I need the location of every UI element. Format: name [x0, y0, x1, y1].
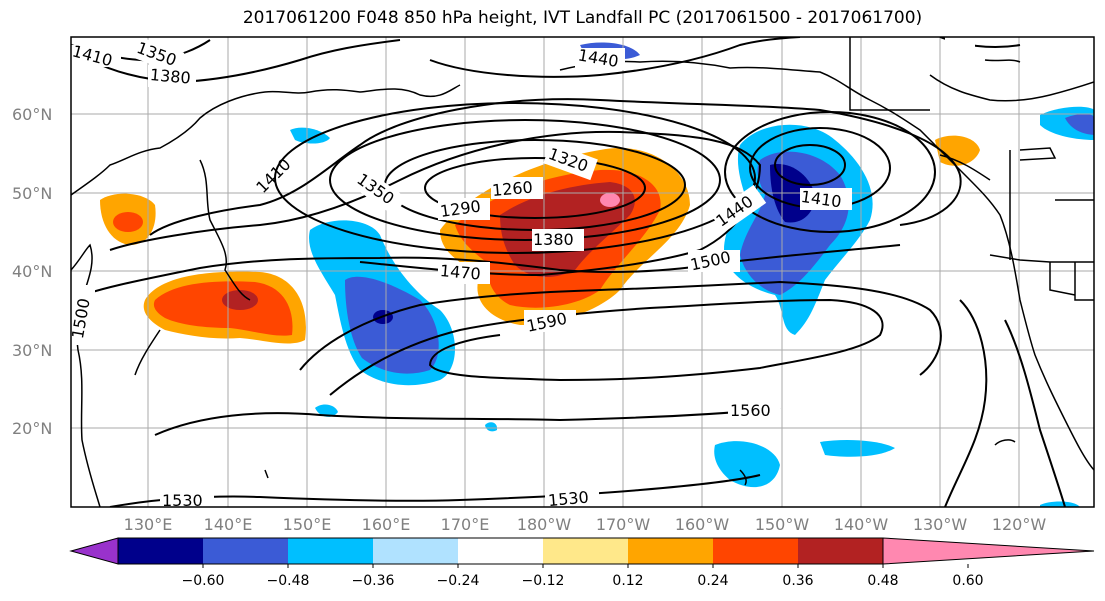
colorbar-extend-min: [69, 537, 119, 565]
lon-label: 120°W: [992, 515, 1047, 534]
colorbar-tick-label: −0.60: [182, 573, 225, 589]
colorbar-bin: [543, 538, 628, 564]
latitude-labels: 60°N 50°N 40°N 30°N 20°N: [12, 105, 52, 438]
lat-label: 40°N: [12, 262, 52, 281]
contour-label: 1260: [491, 177, 533, 199]
lon-label: 170°E: [441, 515, 490, 534]
lat-label: 50°N: [12, 184, 52, 203]
contour-label: 1560: [730, 401, 771, 420]
colorbar-tick-label: 0.12: [612, 573, 643, 589]
contour-label: 1410: [252, 155, 294, 197]
colorbar-tick-label: −0.36: [352, 573, 395, 589]
colorbar-tick-label: 0.24: [697, 573, 728, 589]
colorbar-bin: [713, 538, 798, 564]
longitude-labels: 130°E 140°E 150°E 160°E 170°E 180°W 170°…: [124, 515, 1047, 534]
lon-label: 150°E: [283, 515, 332, 534]
colorbar-extend-max: [882, 537, 1095, 565]
colorbar-bin: [798, 538, 883, 564]
colorbar-tick-label: 0.60: [952, 573, 983, 589]
colorbar-bin: [628, 538, 713, 564]
lat-label: 20°N: [12, 419, 52, 438]
lat-label: 60°N: [12, 105, 52, 124]
contour-label: 1530: [162, 491, 203, 510]
colorbar: [69, 537, 1095, 565]
lon-label: 140°W: [834, 515, 889, 534]
lon-label: 130°W: [913, 515, 968, 534]
map-title: 2017061200 F048 850 hPa height, IVT Land…: [242, 8, 923, 28]
contour-label: 1530: [547, 488, 589, 510]
height-contours: [71, 37, 1066, 507]
lon-label: 160°W: [675, 515, 730, 534]
colorbar-tick-label: 0.48: [867, 573, 898, 589]
colorbar-bin: [203, 538, 288, 564]
colorbar-bin: [373, 538, 458, 564]
colorbar-bin: [118, 538, 203, 564]
lon-label: 180°W: [517, 515, 572, 534]
contour-label: 1470: [439, 261, 481, 283]
colorbar-tick-label: −0.24: [437, 573, 480, 589]
colorbar-tick-label: −0.48: [267, 573, 310, 589]
lon-label: 130°E: [124, 515, 173, 534]
contour-label: 1380: [533, 230, 574, 249]
ivt-shading: [100, 42, 1094, 507]
contour-label-group: 1350 1410 1380 1440 1410 1320 1260 1290 …: [68, 36, 975, 510]
colorbar-ticks: −0.60 −0.48 −0.36 −0.24 −0.12 0.12 0.24 0.36 0.4…: [182, 564, 984, 589]
colorbar-outline: [117, 537, 884, 565]
lat-label: 30°N: [12, 341, 52, 360]
lon-label: 140°E: [204, 515, 253, 534]
map-frame: [70, 36, 1095, 508]
colorbar-tick-label: 0.36: [782, 573, 813, 589]
lon-label: 170°W: [596, 515, 651, 534]
lon-label: 160°E: [362, 515, 411, 534]
colorbar-bin: [288, 538, 373, 564]
colorbar-tick-label: −0.12: [522, 573, 565, 589]
contour-label: 1380: [149, 65, 191, 87]
colorbar-bin: [458, 538, 543, 564]
lon-label: 150°W: [755, 515, 810, 534]
